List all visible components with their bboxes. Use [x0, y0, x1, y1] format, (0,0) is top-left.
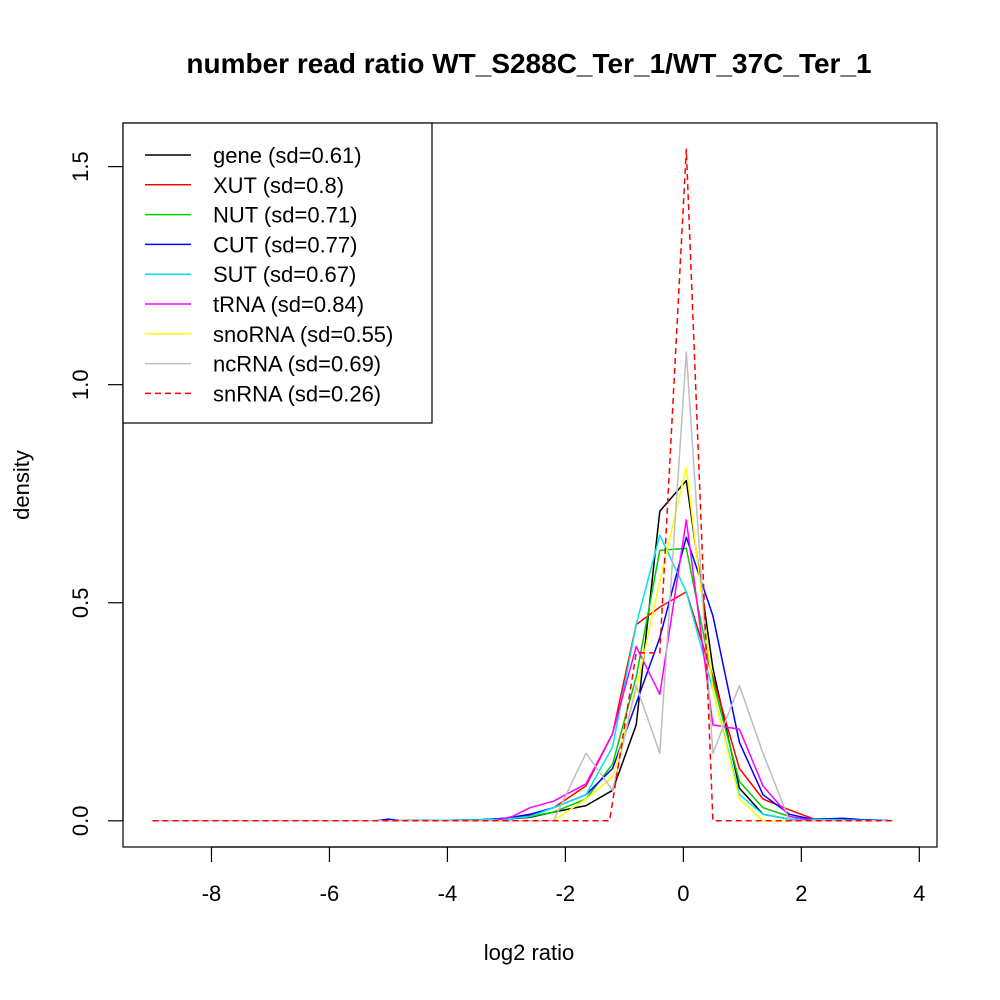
legend-label: snRNA (sd=0.26): [213, 381, 381, 406]
series-line-7: [152, 351, 893, 822]
y-tick-label: 0.5: [68, 588, 93, 619]
legend-label: SUT (sd=0.67): [213, 262, 356, 287]
legend-label: snoRNA (sd=0.55): [213, 322, 393, 347]
x-tick-label: -2: [556, 881, 576, 906]
series-line-4: [152, 534, 893, 822]
series-lines: [152, 148, 893, 822]
legend-label: tRNA (sd=0.84): [213, 292, 364, 317]
x-tick-label: -4: [438, 881, 458, 906]
x-tick-label: -8: [202, 881, 222, 906]
legend: gene (sd=0.61) XUT (sd=0.8) NUT (sd=0.71) C…: [122, 122, 433, 424]
series-line-6: [152, 466, 893, 822]
series-line-0: [152, 479, 893, 822]
x-tick-label: 2: [795, 881, 807, 906]
series-line-2: [152, 547, 893, 822]
chart-title: number read ratio WT_S288C_Ter_1/WT_37C_…: [186, 48, 871, 79]
series-line-5: [152, 519, 893, 822]
legend-label: gene (sd=0.61): [213, 143, 362, 168]
y-axis-label: density: [9, 450, 34, 520]
x-axis-label: log2 ratio: [484, 940, 575, 965]
y-tick-label: 1.0: [68, 369, 93, 400]
x-tick-label: 0: [677, 881, 689, 906]
legend-label: ncRNA (sd=0.69): [213, 352, 381, 377]
x-tick-label: 4: [913, 881, 925, 906]
y-tick-label: 1.5: [68, 151, 93, 182]
y-axis: 0.0 0.5 1.0 1.5: [68, 151, 124, 837]
legend-label: CUT (sd=0.77): [213, 232, 357, 257]
legend-box: [122, 122, 433, 424]
x-tick-label: -6: [320, 881, 340, 906]
series-line-1: [152, 591, 893, 822]
series-line-8: [152, 148, 893, 822]
y-tick-label: 0.0: [68, 806, 93, 837]
series-line-3: [152, 536, 893, 822]
legend-label: NUT (sd=0.71): [213, 203, 357, 228]
legend-label: XUT (sd=0.8): [213, 173, 344, 198]
x-axis: -8 -6 -4 -2 0 2 4: [202, 846, 925, 906]
